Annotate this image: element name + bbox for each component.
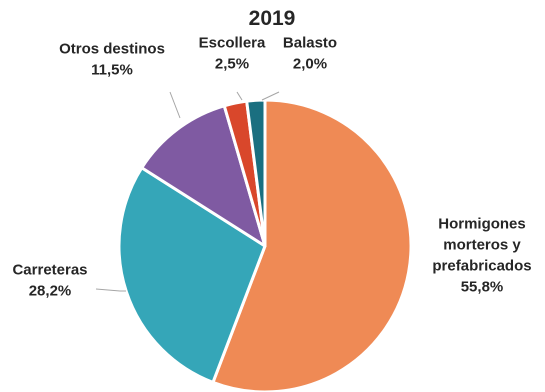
- pie-slice-2: [117, 166, 267, 384]
- leader-line-4: [236, 91, 243, 101]
- slice-value-label: 55,8%: [461, 279, 504, 296]
- pie-slice-5: [245, 98, 267, 248]
- slice-value-label: 11,5%: [91, 62, 133, 79]
- slice-value-label: 2,0%: [293, 56, 327, 73]
- slice-label-1: Hormigones morteros y prefabricados 55,8%: [432, 216, 531, 296]
- slice-category-label: Escollera: [199, 35, 266, 52]
- slice-category-label: Otros destinos: [59, 41, 165, 58]
- slice-label-5: Balasto 2,0%: [283, 35, 337, 73]
- leader-line-2: [95, 288, 126, 292]
- slice-category-label: Balasto: [283, 35, 337, 52]
- leader-line-3: [169, 91, 181, 119]
- slice-label-2: Carreteras 28,2%: [12, 262, 87, 300]
- slice-value-label: 28,2%: [29, 283, 72, 300]
- slice-category-label: Carreteras: [12, 262, 87, 279]
- leader-line-5: [261, 91, 280, 101]
- slice-value-label: 2,5%: [215, 56, 249, 73]
- slice-category-label: prefabricados: [432, 258, 531, 275]
- slice-label-4: Escollera 2,5%: [199, 35, 266, 73]
- slice-label-3: Otros destinos 11,5%: [59, 41, 165, 79]
- pie-slice-1: [211, 98, 413, 392]
- chart-title: 2019: [249, 7, 296, 30]
- slice-category-label: Hormigones: [438, 216, 526, 233]
- slice-category-label: morteros y: [443, 237, 521, 254]
